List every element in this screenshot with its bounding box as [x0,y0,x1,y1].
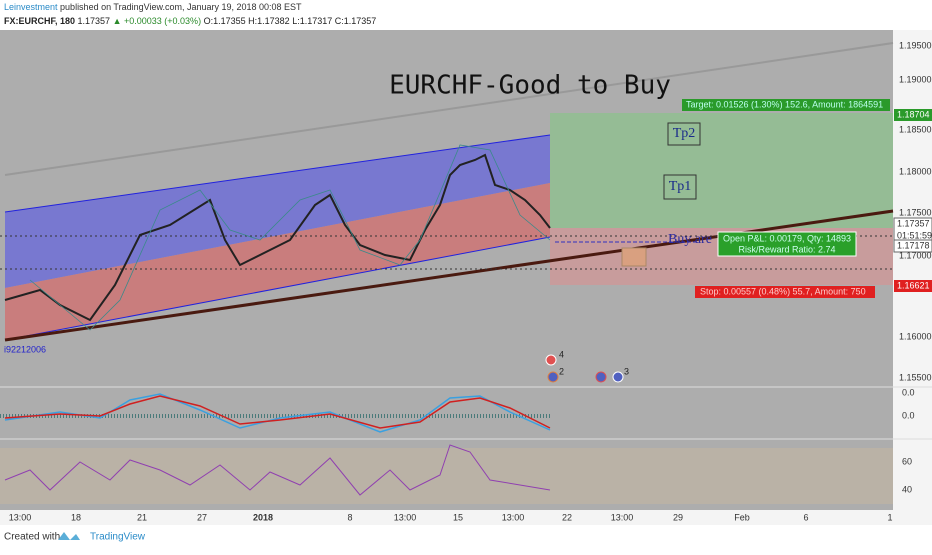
target-box [682,99,890,111]
time-label: 13:00 [9,512,32,522]
time-label: 1 [887,512,892,522]
tp2: Tp2 [673,126,696,141]
ohlc: O:1.17355 [204,16,246,26]
price-label: 1.16621 [897,280,930,290]
price-label: 1.18500 [899,124,932,134]
price-path [4,153,551,322]
event-marker[interactable] [547,371,559,383]
price-tag [894,109,932,121]
price-label: 1.17500 [899,207,932,217]
time-label: 22 [562,512,572,522]
channel-line [4,236,551,341]
position-line: Risk/Reward Ratio: 2.74 [738,244,835,254]
macd-label: 0.0 [902,410,915,420]
ohlc: C:1.17357 [335,16,377,26]
time-label: 27 [197,512,207,522]
price-tag [893,239,932,253]
event-marker[interactable] [595,371,607,383]
marker-count: 3 [624,366,629,376]
time-label: 29 [673,512,683,522]
price-label: 1.18704 [897,109,930,119]
marker-count: 2 [559,366,564,376]
tp1: Tp1 [669,179,692,194]
price-label: 1.17000 [899,250,932,260]
rsi-band [0,448,893,504]
time-label: 21 [137,512,147,522]
price-label: 1.18000 [899,166,932,176]
bollinger [29,144,551,331]
stop-label: Stop: 0.00557 (0.48%) 55.7, Amount: 750 [700,286,866,296]
price-axis-bg [893,30,932,525]
header-line: Leinvestment published on TradingView.co… [4,2,302,12]
time-label: 13:00 [611,512,634,522]
signal-line [4,395,551,429]
price-label: 1.19500 [899,40,932,50]
ohlc: L:1.17317 [292,16,332,26]
macd-label: 0.0 [902,387,915,397]
price-label: 1.17178 [897,240,930,250]
tp-box [667,122,701,146]
channel-upper [5,135,550,288]
time-label: Feb [734,512,750,522]
event-marker[interactable] [612,371,624,383]
time-axis: 13:00 18 21 27 2018 8 13:00 15 13:00 22 13:00 29 Feb… [9,512,893,522]
change: ▲ +0.00033 (+0.03%) [113,16,201,26]
price-label: 1.15500 [899,372,932,382]
rsi-label: 40 [902,484,912,494]
target-zone [550,113,893,228]
chart-title: EURCHF-Good to Buy [389,71,671,101]
channel-lower [5,183,550,340]
marker-count: 4 [559,349,564,359]
price-label: 1.19000 [899,74,932,84]
countdown: 01:51:59 [897,230,932,240]
tp-box [663,174,697,200]
last: 1.17357 [78,16,111,26]
position-line: Open P&L: 0.00179, Qty: 14893 [723,233,851,243]
price-axis: 1.19500 1.19000 1.18704 1.18500 1.18000 … [893,40,932,494]
event-marker[interactable] [545,354,557,366]
footer-created: Created with [4,532,60,543]
publisher[interactable]: Leinvestment [4,2,58,12]
brand-logo [58,532,80,540]
footer-brand[interactable]: TradingView [90,532,146,543]
time-label: 6 [803,512,808,522]
header-bg [0,0,932,30]
price-label: 1.16000 [899,331,932,341]
time-axis-bg [0,510,893,525]
time-label: 18 [71,512,81,522]
target-label: Target: 0.01526 (1.30%) 152.6, Amount: 1… [686,99,883,109]
indicator-label: i92212006 [4,344,46,354]
time-label: 15 [453,512,463,522]
price-tag [894,280,932,292]
rsi-label: 60 [902,456,912,466]
time-label: 13:00 [502,512,525,522]
symbol: FX:EURCHF, 180 [4,16,75,26]
symbol-line: FX:EURCHF, 180 1.17357 ▲ +0.00033 (+0.03… [4,16,376,26]
trend-line [4,42,894,176]
rsi-line [4,444,551,496]
time-label: 8 [347,512,352,522]
buy-label: Buy are [668,232,712,247]
time-label: 13:00 [394,512,417,522]
published: published on TradingView.com, January 19… [60,2,302,12]
stop-box [695,286,875,298]
time-label: 2018 [253,512,273,522]
price-label: 1.17357 [897,218,930,228]
ohlc: H:1.17382 [248,16,290,26]
entry-box [621,247,647,267]
position-box [717,231,857,257]
